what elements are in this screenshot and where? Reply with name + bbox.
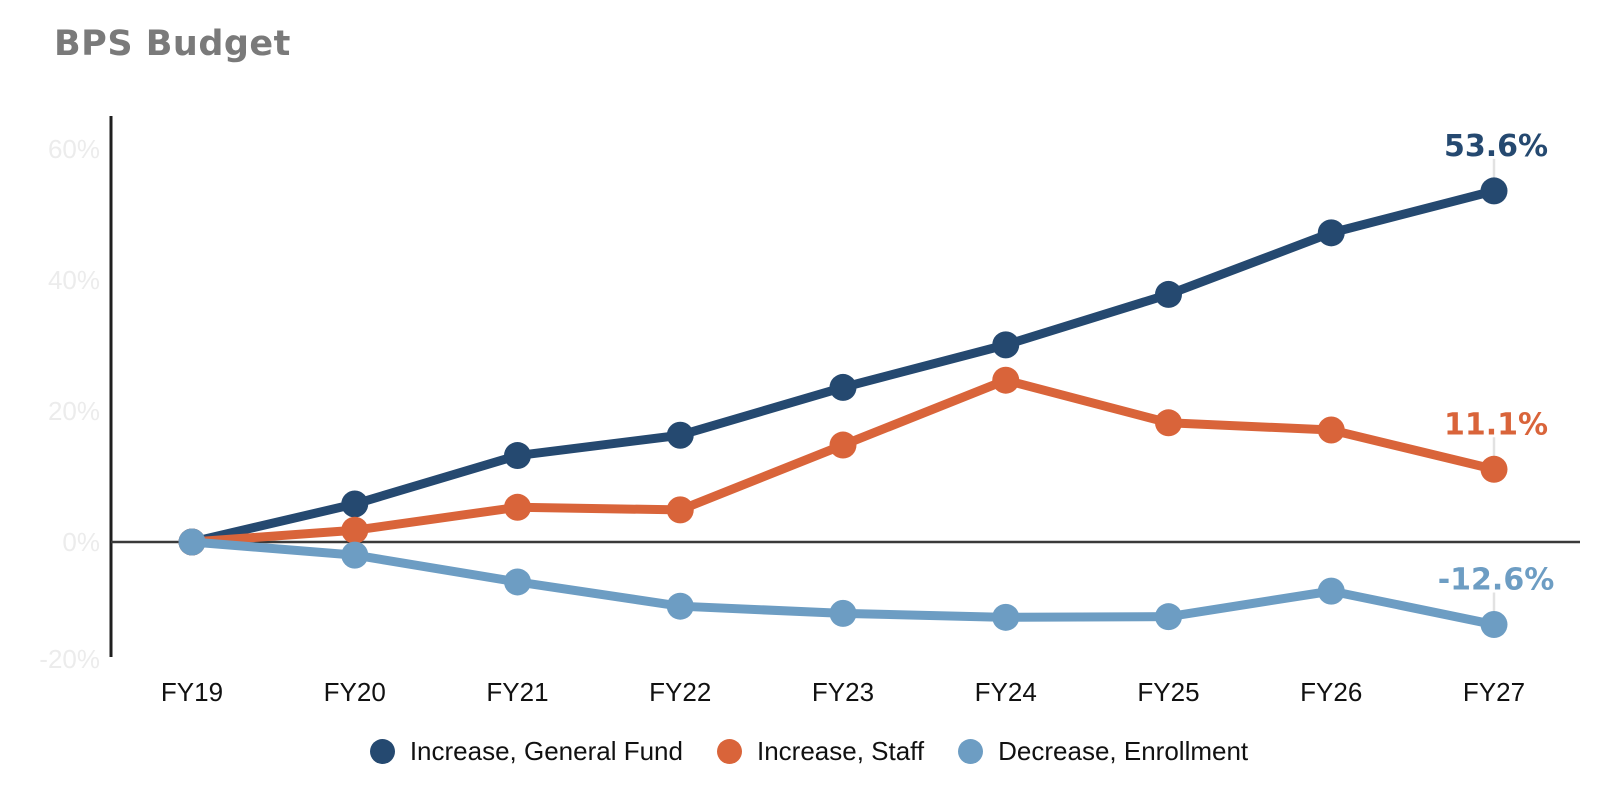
y-axis-tick-label: 20%	[48, 396, 100, 426]
data-point	[504, 568, 531, 596]
x-axis-tick-label-fy27: FY27	[1463, 677, 1525, 707]
data-point	[829, 373, 857, 401]
legend-item-increase-staff[interactable]: Increase, Staff	[716, 735, 925, 767]
data-point	[504, 493, 531, 521]
series-line	[187, 186, 1499, 547]
series-end-label: -12.6%	[1438, 563, 1555, 598]
legend-label: Increase, Staff	[756, 735, 925, 766]
x-axis-tick-label-fy24: FY24	[975, 677, 1037, 707]
data-point	[1480, 611, 1508, 639]
x-axis-tick-label-fy22: FY22	[649, 677, 711, 707]
data-point	[341, 541, 369, 569]
data-point	[341, 490, 369, 518]
series-increase-general-fund: 53.6%	[178, 129, 1548, 556]
x-axis-tick-label-fy26: FY26	[1300, 677, 1362, 707]
data-point	[1155, 409, 1182, 437]
series-end-label: 53.6%	[1444, 129, 1548, 164]
chart-title: BPS Budget	[54, 24, 291, 64]
legend-label: Increase, General Fund	[409, 735, 683, 766]
data-point	[829, 431, 857, 459]
y-axis-tick-label: 60%	[48, 134, 100, 164]
data-point	[1317, 416, 1345, 444]
x-axis-tick-label-fy25: FY25	[1137, 677, 1199, 707]
data-point	[666, 496, 694, 524]
legend-item-increase-general-fund[interactable]: Increase, General Fund	[369, 735, 683, 767]
data-point	[1155, 603, 1182, 631]
x-axis-tick-label-fy21: FY21	[486, 677, 548, 707]
x-axis-tick-label-fy20: FY20	[324, 677, 386, 707]
x-axis-tick-label-fy23: FY23	[812, 677, 874, 707]
series-decrease-enrollment: -12.6%	[178, 528, 1555, 639]
y-axis-tick-label: 0%	[62, 527, 100, 557]
legend-dot-icon	[958, 738, 984, 764]
series-line	[187, 375, 1499, 547]
y-axis-tick-label: -20%	[39, 644, 100, 674]
data-point	[1155, 280, 1182, 308]
legend: Increase, General Fund Increase, Staff Dec…	[0, 735, 1618, 767]
data-point	[829, 599, 857, 627]
line-chart-plot-area: 60% 40% 20% 0% -20% FY19 FY20 FY21 FY22 FY23 FY24 F…	[39, 116, 1580, 707]
y-axis-tick-label: 40%	[48, 265, 100, 295]
x-axis-tick-label-fy19: FY19	[161, 677, 223, 707]
series-increase-staff: 11.1%	[178, 366, 1548, 556]
data-point	[504, 442, 531, 470]
data-point	[341, 516, 369, 544]
data-point	[666, 592, 694, 620]
data-point	[992, 366, 1020, 394]
legend-dot-icon	[369, 738, 395, 764]
data-point	[1480, 455, 1508, 483]
data-point	[1317, 577, 1345, 605]
legend-item-decrease-enrollment[interactable]: Decrease, Enrollment	[958, 736, 1248, 767]
data-point	[992, 603, 1020, 631]
data-point	[992, 331, 1020, 359]
data-point	[1317, 219, 1345, 247]
data-point	[178, 528, 206, 556]
series-end-label: 11.1%	[1444, 407, 1548, 442]
legend-dot-icon	[716, 738, 742, 764]
legend-label: Decrease, Enrollment	[998, 735, 1249, 766]
data-point	[1480, 177, 1508, 205]
data-point	[666, 421, 694, 449]
